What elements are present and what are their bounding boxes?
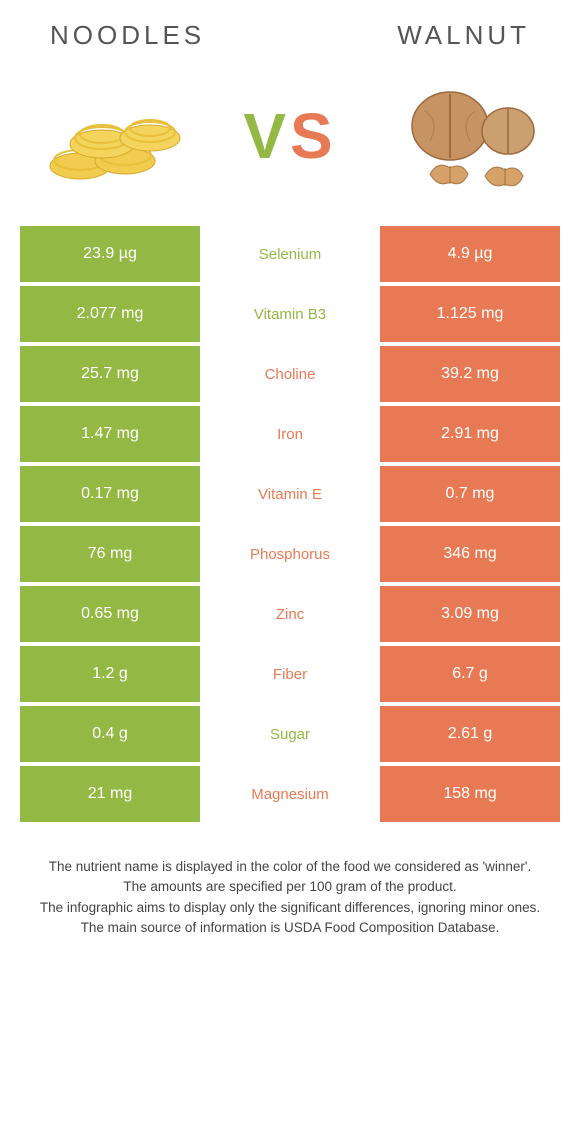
right-value: 6.7 g: [380, 646, 560, 702]
right-value: 2.91 mg: [380, 406, 560, 462]
right-value: 1.125 mg: [380, 286, 560, 342]
right-value: 346 mg: [380, 526, 560, 582]
header: Noodles Walnut: [0, 0, 580, 61]
left-value: 2.077 mg: [20, 286, 200, 342]
nutrient-label: Magnesium: [200, 766, 380, 822]
right-value: 158 mg: [380, 766, 560, 822]
nutrient-label: Phosphorus: [200, 526, 380, 582]
nutrient-row: 2.077 mgVitamin B31.125 mg: [20, 286, 560, 342]
right-value: 4.9 µg: [380, 226, 560, 282]
footer-line: The nutrient name is displayed in the co…: [20, 857, 560, 877]
nutrient-row: 1.47 mgIron2.91 mg: [20, 406, 560, 462]
left-value: 1.2 g: [20, 646, 200, 702]
footer-notes: The nutrient name is displayed in the co…: [20, 857, 560, 938]
walnut-image: [380, 76, 550, 196]
left-food-title: Noodles: [50, 20, 205, 51]
right-food-title: Walnut: [397, 20, 530, 51]
left-value: 0.65 mg: [20, 586, 200, 642]
right-value: 0.7 mg: [380, 466, 560, 522]
right-value: 3.09 mg: [380, 586, 560, 642]
nutrient-label: Vitamin B3: [200, 286, 380, 342]
left-value: 76 mg: [20, 526, 200, 582]
nutrient-row: 76 mgPhosphorus346 mg: [20, 526, 560, 582]
left-value: 21 mg: [20, 766, 200, 822]
vs-s: S: [290, 100, 337, 172]
footer-line: The main source of information is USDA F…: [20, 918, 560, 938]
vs-v: V: [243, 100, 290, 172]
noodles-image: [30, 76, 200, 196]
nutrient-row: 23.9 µgSelenium4.9 µg: [20, 226, 560, 282]
nutrient-label: Iron: [200, 406, 380, 462]
left-value: 0.17 mg: [20, 466, 200, 522]
hero-row: VS: [0, 61, 580, 226]
nutrient-label: Sugar: [200, 706, 380, 762]
nutrient-row: 1.2 gFiber6.7 g: [20, 646, 560, 702]
footer-line: The infographic aims to display only the…: [20, 898, 560, 918]
left-value: 1.47 mg: [20, 406, 200, 462]
nutrient-label: Choline: [200, 346, 380, 402]
nutrient-row: 0.17 mgVitamin E0.7 mg: [20, 466, 560, 522]
nutrient-row: 21 mgMagnesium158 mg: [20, 766, 560, 822]
nutrient-label: Fiber: [200, 646, 380, 702]
footer-line: The amounts are specified per 100 gram o…: [20, 877, 560, 897]
left-value: 25.7 mg: [20, 346, 200, 402]
nutrient-label: Selenium: [200, 226, 380, 282]
right-value: 39.2 mg: [380, 346, 560, 402]
nutrient-row: 0.4 gSugar2.61 g: [20, 706, 560, 762]
nutrient-label: Vitamin E: [200, 466, 380, 522]
nutrient-row: 0.65 mgZinc3.09 mg: [20, 586, 560, 642]
vs-label: VS: [243, 99, 336, 173]
right-value: 2.61 g: [380, 706, 560, 762]
nutrient-row: 25.7 mgCholine39.2 mg: [20, 346, 560, 402]
left-value: 23.9 µg: [20, 226, 200, 282]
nutrient-table: 23.9 µgSelenium4.9 µg2.077 mgVitamin B31…: [20, 226, 560, 822]
nutrient-label: Zinc: [200, 586, 380, 642]
left-value: 0.4 g: [20, 706, 200, 762]
